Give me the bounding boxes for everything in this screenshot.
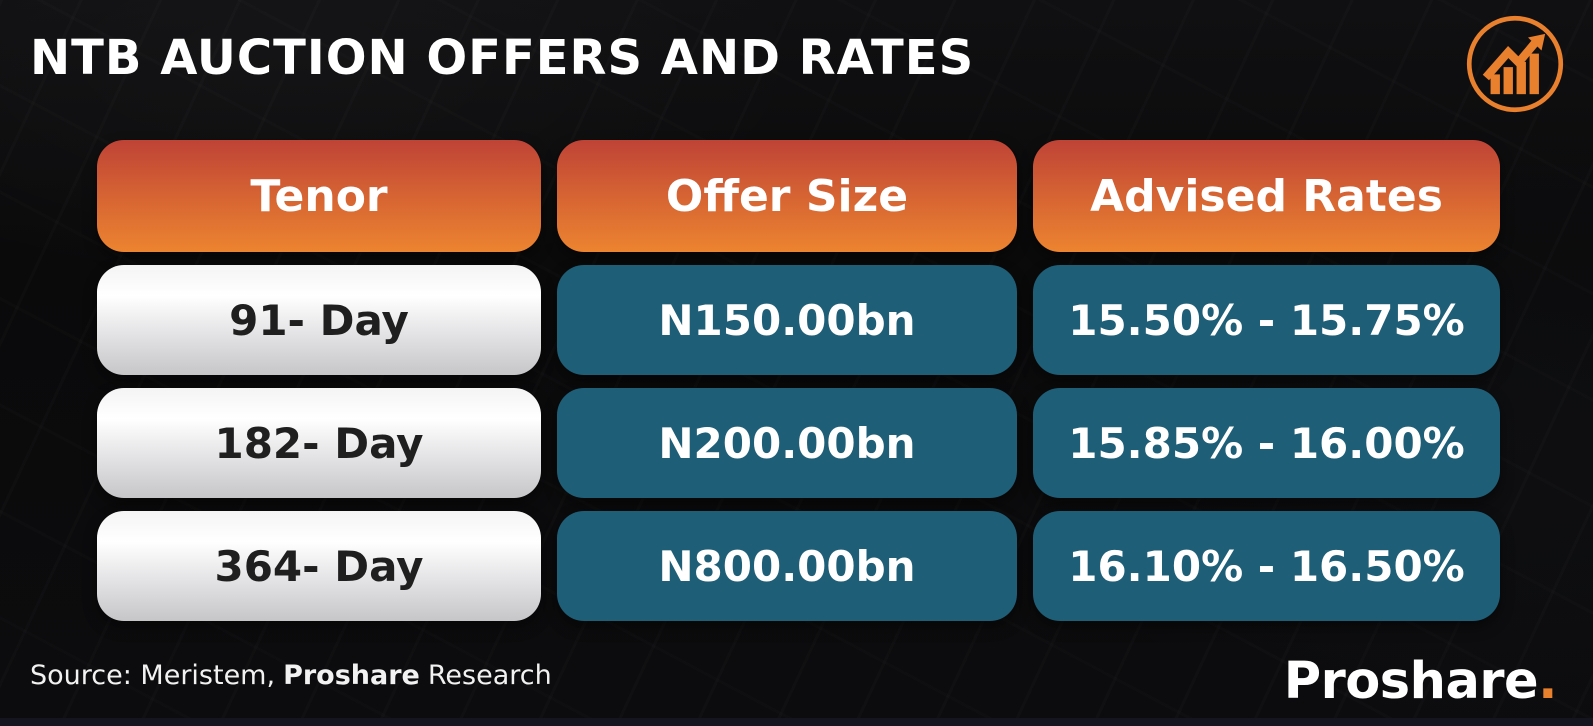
table-cell-offer-size: N200.00bn (557, 388, 1017, 498)
column-header-label: Tenor (250, 170, 388, 222)
table-cell-tenor: 182- Day (97, 388, 541, 498)
source-suffix: Research (427, 660, 552, 691)
column-header-advised-rates: Advised Rates (1033, 140, 1500, 252)
offer-size-value: N800.00bn (658, 541, 916, 591)
column-header-label: Advised Rates (1090, 170, 1443, 222)
table-cell-offer-size: N150.00bn (557, 265, 1017, 375)
table-cell-advised-rates: 16.10% - 16.50% (1033, 511, 1500, 621)
advised-rates-value: 15.50% - 15.75% (1068, 295, 1465, 345)
column-header-tenor: Tenor (97, 140, 541, 252)
column-header-offer-size: Offer Size (557, 140, 1017, 252)
table-cell-tenor: 91- Day (97, 265, 541, 375)
source-note: Source: Meristem, Proshare Research (30, 660, 552, 691)
proshare-logo-text: Proshare (1283, 652, 1539, 711)
table-cell-advised-rates: 15.50% - 15.75% (1033, 265, 1500, 375)
table-cell-tenor: 364- Day (97, 511, 541, 621)
offer-size-value: N150.00bn (658, 295, 916, 345)
page-title: NTB AUCTION OFFERS AND RATES (30, 30, 975, 86)
tenor-value: 182- Day (214, 418, 424, 468)
tenor-value: 91- Day (229, 295, 409, 345)
offer-size-value: N200.00bn (658, 418, 916, 468)
auction-table: Tenor Offer Size Advised Rates 91- Day N… (97, 140, 1500, 621)
table-cell-offer-size: N800.00bn (557, 511, 1017, 621)
source-brand: Proshare (283, 660, 420, 691)
advised-rates-value: 16.10% - 16.50% (1068, 541, 1465, 591)
bottom-strip (0, 718, 1593, 726)
bar-chart-up-arrow-icon (1463, 12, 1567, 116)
proshare-logo: Proshare. (1283, 652, 1558, 711)
column-header-label: Offer Size (665, 170, 909, 222)
source-prefix: Source: Meristem, (30, 660, 276, 691)
table-cell-advised-rates: 15.85% - 16.00% (1033, 388, 1500, 498)
proshare-logo-dot: . (1538, 652, 1557, 711)
advised-rates-value: 15.85% - 16.00% (1068, 418, 1465, 468)
tenor-value: 364- Day (214, 541, 424, 591)
